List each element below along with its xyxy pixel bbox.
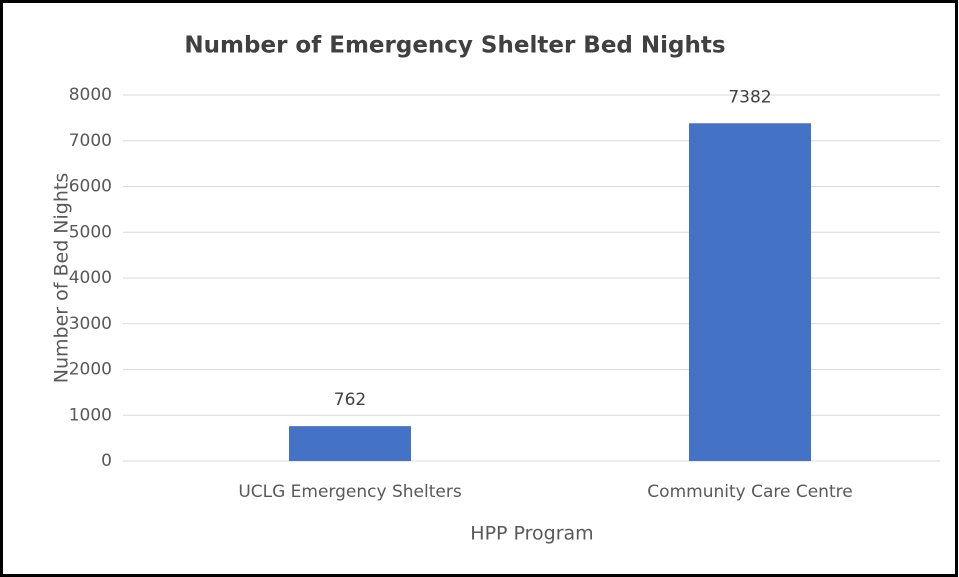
bar: [689, 123, 811, 461]
x-axis-label: HPP Program: [470, 523, 593, 545]
data-label: 762: [334, 390, 366, 410]
y-tick-label: 7000: [69, 131, 112, 151]
data-label: 7382: [728, 87, 771, 107]
chart-title: Number of Emergency Shelter Bed Nights: [184, 33, 725, 59]
y-tick-label: 5000: [69, 222, 112, 242]
x-tick-label: Community Care Centre: [647, 482, 852, 502]
y-tick-label: 4000: [69, 268, 112, 288]
y-tick-label: 2000: [69, 360, 112, 380]
y-axis-label: Number of Bed Nights: [51, 173, 73, 383]
y-tick-label: 3000: [69, 314, 112, 334]
x-tick-label: UCLG Emergency Shelters: [238, 482, 462, 502]
y-tick-label: 0: [101, 451, 112, 471]
y-tick-label: 8000: [69, 85, 112, 105]
y-tick-label: 6000: [69, 177, 112, 197]
y-tick-label: 1000: [69, 405, 112, 425]
bar: [289, 426, 411, 461]
